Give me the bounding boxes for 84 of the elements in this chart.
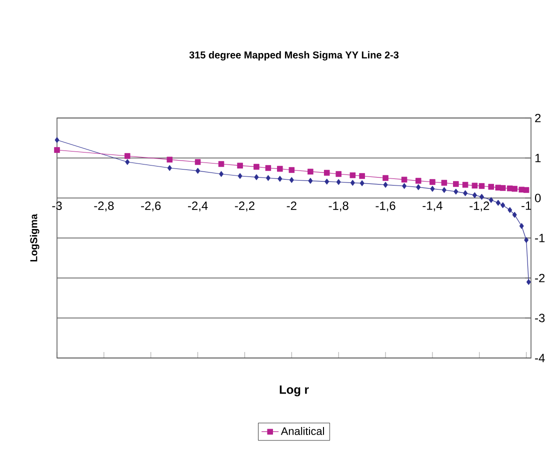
point	[196, 168, 200, 174]
x-tick-label: -2,4	[188, 202, 208, 212]
point	[508, 207, 512, 213]
point	[254, 164, 260, 170]
point	[254, 174, 259, 180]
x-tick-label: -1,4	[422, 202, 442, 212]
y-tick-label: 1	[535, 154, 541, 162]
point	[167, 165, 172, 171]
point	[277, 166, 283, 172]
y-tick-label: -3	[535, 314, 545, 322]
x-tick-label: -3	[52, 202, 62, 210]
point	[526, 279, 531, 285]
point	[495, 184, 502, 190]
point	[496, 200, 500, 206]
point	[500, 202, 506, 208]
point	[54, 137, 60, 143]
y-tick-label: -4	[535, 354, 545, 362]
point	[523, 187, 530, 193]
point	[415, 178, 422, 184]
point	[166, 156, 173, 162]
point	[488, 197, 494, 203]
x-tick-label: -2,6	[141, 202, 161, 212]
point	[402, 183, 407, 189]
point	[324, 170, 330, 176]
point	[125, 159, 130, 165]
point	[518, 186, 525, 192]
point	[238, 173, 242, 179]
point	[308, 178, 313, 184]
y-tick-label: -2	[535, 274, 545, 282]
point	[478, 183, 485, 189]
y-tick-label: 2	[535, 114, 541, 122]
point	[416, 184, 421, 190]
point	[472, 182, 478, 188]
point	[336, 171, 342, 177]
point	[308, 168, 314, 174]
x-tick-label: -1,6	[376, 202, 396, 212]
point	[324, 178, 330, 184]
x-tick-label: -2	[286, 202, 296, 210]
point	[512, 212, 517, 218]
point	[289, 177, 294, 183]
point	[488, 184, 494, 190]
point	[519, 223, 524, 229]
point	[453, 181, 459, 187]
point	[401, 176, 408, 182]
point	[512, 186, 518, 192]
chart-title: 315 degree Mapped Mesh Sigma YY Line 2-3	[189, 51, 399, 61]
point	[472, 192, 477, 198]
point	[237, 162, 243, 168]
point	[463, 190, 468, 196]
y-axis-title: LogSigma	[30, 214, 40, 262]
point	[124, 153, 130, 159]
point	[336, 179, 341, 185]
point	[350, 180, 355, 186]
point	[500, 185, 506, 191]
point	[441, 180, 448, 186]
x-axis-title: Log r	[280, 386, 309, 396]
point	[219, 171, 224, 177]
x-tick-label: -1	[522, 202, 532, 210]
y-tick-label: 0	[534, 194, 541, 202]
point	[442, 187, 446, 193]
point	[218, 161, 224, 167]
point	[382, 175, 388, 181]
legend-label: Analitical	[280, 426, 324, 436]
point	[360, 180, 364, 186]
point	[194, 159, 201, 165]
x-tick-label: -2,2	[234, 202, 254, 212]
point	[278, 176, 282, 182]
point	[288, 167, 295, 173]
point	[462, 182, 468, 188]
point	[479, 194, 484, 200]
point	[430, 186, 435, 192]
point	[454, 188, 458, 194]
point	[265, 165, 272, 171]
point	[266, 175, 270, 181]
x-tick-label: -2,8	[94, 202, 114, 212]
point	[430, 179, 436, 185]
point	[350, 172, 356, 178]
x-tick-label: -1,8	[328, 202, 348, 212]
point	[383, 182, 388, 188]
x-tick-label: -1,2	[470, 202, 490, 212]
y-tick-label: -1	[535, 234, 545, 242]
point	[524, 237, 529, 243]
point	[359, 173, 365, 179]
point	[54, 147, 60, 153]
